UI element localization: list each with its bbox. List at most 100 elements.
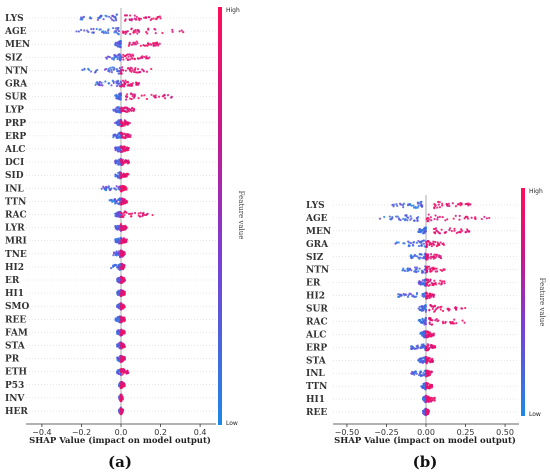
panel-a: LYS AGE MEN SIZ NTN GRA SUR LYP PRP ERP ALC DCI SID I…	[4, 7, 245, 471]
shap-point	[116, 331, 119, 335]
shap-point	[83, 29, 86, 32]
shap-point	[119, 386, 123, 390]
feature-label-sta: STA	[306, 356, 327, 366]
shap-point	[436, 206, 439, 209]
shap-point	[120, 347, 123, 350]
shap-point	[119, 98, 122, 101]
shap-point	[121, 162, 124, 166]
panel-label-b: (b)	[413, 453, 438, 471]
feature-label-sid: SID	[5, 171, 24, 181]
shap-point	[127, 55, 130, 58]
shap-point	[96, 68, 99, 72]
shap-point	[153, 27, 156, 31]
shap-point	[112, 15, 115, 18]
shap-point	[421, 360, 424, 363]
shap-point	[120, 254, 123, 257]
shap-point	[425, 384, 428, 387]
shap-point	[88, 17, 91, 20]
shap-point	[125, 95, 129, 98]
shap-point	[402, 202, 406, 205]
shap-point	[118, 72, 121, 75]
shap-point	[430, 396, 433, 399]
shap-point	[453, 227, 456, 230]
shap-point	[115, 215, 118, 218]
shap-point	[145, 30, 148, 34]
shap-point	[426, 279, 430, 282]
shap-point	[147, 28, 150, 31]
shap-point	[466, 217, 470, 220]
shap-point	[426, 408, 429, 411]
feature-label-hi2: HI2	[5, 263, 24, 273]
shap-point	[465, 231, 468, 234]
shap-point	[120, 321, 123, 324]
shap-point	[409, 242, 413, 245]
shap-point	[134, 67, 137, 70]
shap-point	[118, 267, 121, 270]
shap-point	[112, 19, 115, 22]
shap-point	[123, 345, 126, 349]
shap-point	[441, 309, 445, 313]
shap-point	[425, 270, 428, 273]
shap-point	[403, 269, 407, 272]
shap-point	[120, 136, 124, 139]
shap-point	[119, 203, 123, 206]
shap-point	[117, 106, 120, 109]
shap-point	[424, 322, 428, 326]
feature-label-pr: PR	[5, 355, 20, 365]
x-tick-label: −0.4	[32, 428, 51, 437]
shap-point	[421, 279, 424, 282]
shap-point	[133, 14, 136, 17]
shap-point	[440, 269, 444, 272]
shap-point	[414, 270, 418, 273]
shap-point	[114, 16, 117, 19]
shap-point	[117, 110, 120, 114]
shap-point	[417, 244, 421, 248]
shap-point	[132, 96, 136, 99]
shap-point	[407, 203, 410, 206]
panel-label-a: (a)	[108, 453, 132, 471]
shap-point	[120, 381, 123, 384]
shap-point	[428, 265, 431, 268]
feature-label-hi2: HI2	[306, 292, 325, 302]
shap-point	[92, 27, 95, 31]
shap-point	[412, 295, 415, 298]
shap-point	[422, 242, 426, 245]
shap-point	[460, 229, 464, 232]
shap-point	[439, 279, 442, 282]
shap-point	[434, 214, 437, 217]
shap-point	[431, 357, 434, 360]
shap-point	[124, 32, 127, 36]
shap-point	[408, 244, 411, 247]
shap-point	[402, 206, 405, 209]
shap-point	[123, 174, 126, 177]
shap-point	[116, 69, 119, 73]
shap-point	[125, 175, 128, 178]
shap-point	[123, 147, 126, 150]
shap-point	[449, 320, 452, 324]
shap-point	[485, 217, 488, 220]
shap-point	[77, 30, 81, 33]
shap-point	[420, 269, 424, 272]
shap-point	[430, 269, 433, 272]
colorbar-low-label: Low	[226, 420, 238, 427]
shap-point	[83, 68, 86, 71]
shap-point	[459, 202, 462, 205]
shap-point	[427, 294, 430, 298]
shap-point	[425, 294, 428, 298]
shap-point	[433, 310, 436, 313]
shap-point	[438, 282, 441, 285]
shap-point	[117, 160, 120, 163]
shap-point	[124, 69, 127, 72]
shap-point	[430, 252, 433, 256]
shap-point	[442, 243, 445, 247]
shap-point	[117, 54, 120, 57]
shap-point	[133, 68, 136, 71]
shap-point	[119, 92, 123, 95]
shap-point	[135, 40, 138, 43]
shap-point	[115, 134, 118, 138]
shap-point	[137, 97, 140, 100]
shap-point	[149, 18, 152, 22]
shap-point	[424, 230, 427, 233]
shap-point	[117, 123, 120, 126]
shap-point	[110, 198, 113, 202]
